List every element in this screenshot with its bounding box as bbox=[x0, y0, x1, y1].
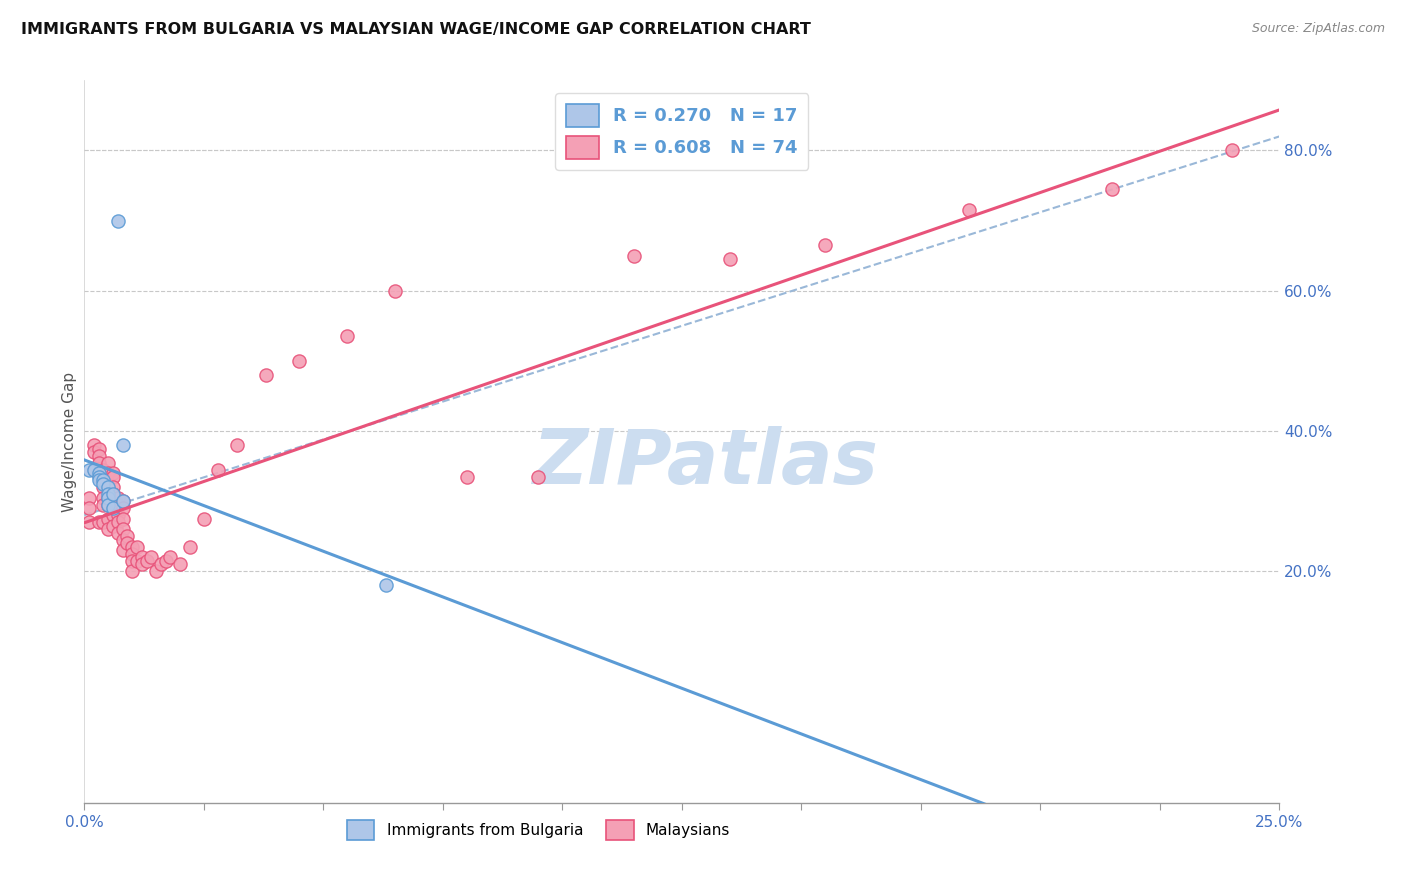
Point bbox=[87, 473, 110, 487]
Point bbox=[93, 491, 115, 505]
Text: IMMIGRANTS FROM BULGARIA VS MALAYSIAN WAGE/INCOME GAP CORRELATION CHART: IMMIGRANTS FROM BULGARIA VS MALAYSIAN WA… bbox=[21, 22, 811, 37]
Point bbox=[97, 487, 120, 501]
Point bbox=[97, 466, 120, 480]
Point bbox=[87, 469, 110, 483]
Point bbox=[87, 515, 110, 529]
Point bbox=[111, 494, 134, 508]
Point bbox=[145, 564, 167, 578]
Point bbox=[93, 498, 115, 512]
Point bbox=[97, 456, 120, 470]
Point bbox=[169, 558, 191, 572]
Point bbox=[111, 533, 134, 547]
Point bbox=[101, 518, 124, 533]
Point bbox=[121, 547, 143, 561]
Point bbox=[111, 438, 134, 452]
Point bbox=[97, 480, 120, 494]
Point bbox=[101, 480, 124, 494]
Point bbox=[107, 525, 129, 540]
Point bbox=[121, 540, 143, 554]
Point bbox=[111, 501, 134, 516]
Point bbox=[107, 515, 129, 529]
Point bbox=[97, 491, 120, 505]
Y-axis label: Wage/Income Gap: Wage/Income Gap bbox=[62, 371, 77, 512]
Point bbox=[131, 550, 153, 565]
Point bbox=[97, 498, 120, 512]
Point bbox=[101, 487, 124, 501]
Point bbox=[83, 438, 105, 452]
Text: ZIPatlas: ZIPatlas bbox=[533, 426, 879, 500]
Point bbox=[87, 466, 110, 480]
Point bbox=[131, 558, 153, 572]
Point bbox=[456, 469, 478, 483]
Point bbox=[207, 462, 229, 476]
Point bbox=[87, 449, 110, 463]
Point bbox=[111, 522, 134, 536]
Point bbox=[107, 491, 129, 505]
Point bbox=[141, 550, 163, 565]
Point bbox=[957, 202, 980, 217]
Point bbox=[77, 462, 100, 476]
Point bbox=[77, 515, 100, 529]
Point bbox=[117, 529, 139, 543]
Point bbox=[93, 476, 115, 491]
Point bbox=[288, 354, 311, 368]
Point bbox=[77, 491, 100, 505]
Point bbox=[77, 501, 100, 516]
Point bbox=[97, 491, 120, 505]
Point bbox=[121, 564, 143, 578]
Point bbox=[1220, 144, 1243, 158]
Point bbox=[149, 558, 172, 572]
Point bbox=[101, 466, 124, 480]
Point bbox=[101, 508, 124, 523]
Point bbox=[1101, 182, 1123, 196]
Point bbox=[193, 512, 215, 526]
Point bbox=[97, 480, 120, 494]
Point bbox=[135, 554, 157, 568]
Point bbox=[93, 515, 115, 529]
Point bbox=[374, 578, 396, 592]
Point bbox=[97, 512, 120, 526]
Point bbox=[226, 438, 249, 452]
Point bbox=[93, 473, 115, 487]
Text: Source: ZipAtlas.com: Source: ZipAtlas.com bbox=[1251, 22, 1385, 36]
Point bbox=[93, 480, 115, 494]
Point bbox=[254, 368, 277, 382]
Point bbox=[107, 498, 129, 512]
Point bbox=[384, 284, 406, 298]
Point bbox=[623, 249, 645, 263]
Point bbox=[83, 462, 105, 476]
Point bbox=[155, 554, 177, 568]
Legend: Immigrants from Bulgaria, Malaysians: Immigrants from Bulgaria, Malaysians bbox=[340, 814, 737, 846]
Point bbox=[107, 508, 129, 523]
Point bbox=[93, 462, 115, 476]
Point bbox=[527, 469, 550, 483]
Point bbox=[111, 512, 134, 526]
Point bbox=[97, 522, 120, 536]
Point bbox=[125, 540, 148, 554]
Point bbox=[101, 469, 124, 483]
Point bbox=[336, 329, 359, 343]
Point bbox=[121, 554, 143, 568]
Point bbox=[107, 213, 129, 227]
Point bbox=[93, 473, 115, 487]
Point bbox=[179, 540, 201, 554]
Point bbox=[101, 501, 124, 516]
Point bbox=[87, 466, 110, 480]
Point bbox=[159, 550, 181, 565]
Point bbox=[83, 445, 105, 459]
Point bbox=[117, 536, 139, 550]
Point bbox=[87, 456, 110, 470]
Point bbox=[111, 494, 134, 508]
Point bbox=[125, 554, 148, 568]
Point bbox=[111, 543, 134, 558]
Point bbox=[97, 498, 120, 512]
Point bbox=[87, 442, 110, 456]
Point bbox=[83, 462, 105, 476]
Point bbox=[101, 487, 124, 501]
Point bbox=[814, 238, 837, 252]
Point bbox=[718, 252, 741, 267]
